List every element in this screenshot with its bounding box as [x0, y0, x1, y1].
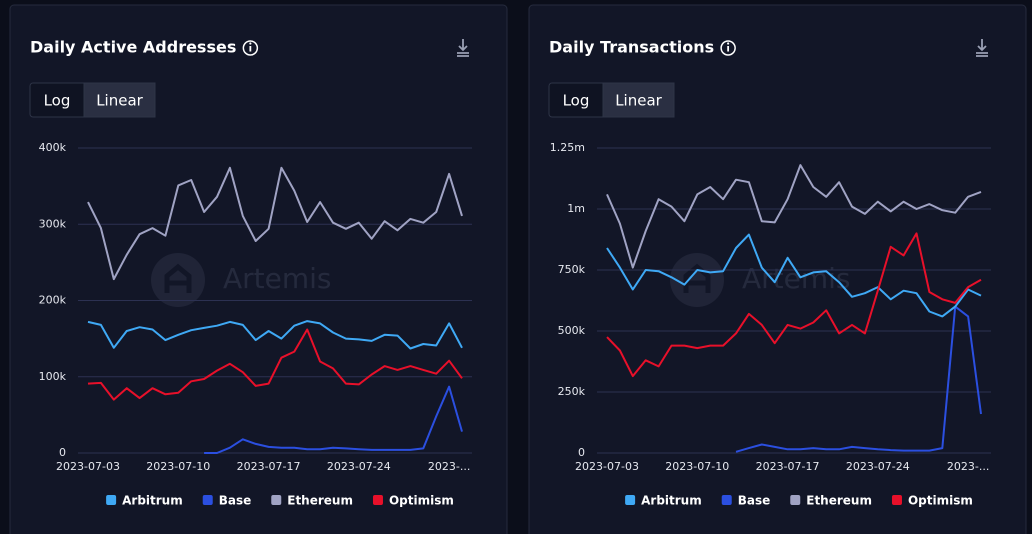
- series-line: [87, 166, 463, 281]
- download-icon[interactable]: [976, 39, 988, 57]
- series-line: [606, 232, 982, 378]
- scale-button-active[interactable]: [83, 82, 156, 118]
- watermark-logo: [670, 253, 724, 307]
- legend-swatch[interactable]: [625, 495, 636, 505]
- series-line: [87, 328, 463, 401]
- y-tick-label: 750k: [558, 263, 586, 276]
- scale-button[interactable]: Log: [44, 92, 71, 110]
- y-tick-label: 500k: [558, 324, 586, 337]
- chart-card: Daily Transactions Log Linear Artemis 0 250k 5…: [528, 4, 1027, 534]
- series-line: [606, 233, 982, 318]
- legend: Arbitrum Base Ethereum Optimism: [106, 494, 454, 508]
- legend-label[interactable]: Base: [219, 494, 252, 508]
- watermark-logo-mark: [164, 263, 192, 293]
- y-tick-label: 200k: [39, 294, 67, 307]
- legend-swatch[interactable]: [202, 495, 213, 505]
- scale-button[interactable]: Linear: [96, 92, 143, 110]
- info-icon-dot: [727, 42, 730, 45]
- info-icon[interactable]: [242, 40, 259, 56]
- x-tick-label: 2023-...: [428, 460, 470, 473]
- legend-swatch[interactable]: [790, 495, 801, 505]
- legend-swatch[interactable]: [721, 495, 732, 505]
- legend-label[interactable]: Optimism: [908, 494, 973, 508]
- legend-label[interactable]: Optimism: [389, 494, 454, 508]
- x-tick-label: 2023-07-03: [56, 460, 120, 473]
- watermark-logo: [151, 253, 205, 307]
- legend-label[interactable]: Arbitrum: [641, 494, 702, 508]
- chart-card: Daily Active Addresses Log Linear Artemis 0 1…: [9, 4, 508, 534]
- info-icon[interactable]: [720, 40, 736, 56]
- info-icon-dot: [249, 42, 252, 45]
- watermark: Artemis: [151, 253, 332, 307]
- series-line: [87, 320, 463, 350]
- scale-button[interactable]: Log: [563, 92, 590, 110]
- legend-label[interactable]: Ethereum: [287, 494, 353, 508]
- legend-swatch[interactable]: [372, 495, 383, 505]
- x-tick-label: 2023-07-17: [237, 460, 301, 473]
- chart-title: Daily Transactions: [549, 38, 714, 57]
- y-tick-label: 0: [59, 446, 66, 459]
- watermark-text: Artemis: [742, 262, 851, 295]
- series-line: [204, 385, 463, 454]
- y-tick-label: 400k: [39, 141, 67, 154]
- download-icon[interactable]: [457, 39, 469, 57]
- series-line: [735, 305, 982, 453]
- y-tick-label: 1.25m: [550, 141, 585, 154]
- scale-button-active[interactable]: [602, 82, 675, 118]
- scale-button[interactable]: Linear: [615, 92, 662, 110]
- series-line: [606, 164, 982, 269]
- legend: Arbitrum Base Ethereum Optimism: [625, 494, 973, 508]
- x-tick-label: 2023-07-17: [756, 460, 820, 473]
- legend-swatch[interactable]: [891, 495, 902, 505]
- y-tick-label: 100k: [39, 370, 67, 383]
- y-tick-label: 250k: [558, 385, 586, 398]
- info-icon-bar: [249, 46, 252, 52]
- y-tick-label: 1m: [567, 202, 585, 215]
- x-tick-label: 2023-07-10: [665, 460, 729, 473]
- card-background: [9, 4, 508, 534]
- x-tick-label: 2023-07-24: [327, 460, 391, 473]
- y-tick-label: 300k: [39, 217, 67, 230]
- watermark: Artemis: [670, 253, 851, 307]
- y-tick-label: 0: [578, 446, 585, 459]
- x-tick-label: 2023-07-03: [575, 460, 639, 473]
- watermark-text: Artemis: [223, 262, 332, 295]
- x-tick-label: 2023-...: [947, 460, 989, 473]
- legend-swatch[interactable]: [271, 495, 282, 505]
- legend-swatch[interactable]: [106, 495, 117, 505]
- chart-title: Daily Active Addresses: [30, 38, 236, 57]
- legend-label[interactable]: Arbitrum: [122, 494, 183, 508]
- info-icon-bar: [727, 46, 730, 52]
- legend-label[interactable]: Base: [738, 494, 771, 508]
- x-tick-label: 2023-07-10: [146, 460, 210, 473]
- x-tick-label: 2023-07-24: [846, 460, 910, 473]
- legend-label[interactable]: Ethereum: [806, 494, 872, 508]
